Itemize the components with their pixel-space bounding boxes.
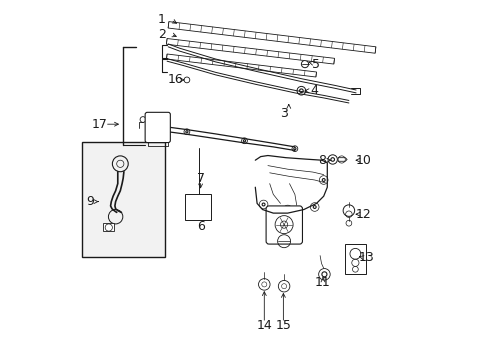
Text: 12: 12 <box>355 208 370 221</box>
Text: 9: 9 <box>86 195 94 208</box>
Circle shape <box>293 148 295 150</box>
Text: 11: 11 <box>314 276 330 289</box>
Circle shape <box>285 208 288 211</box>
Circle shape <box>313 206 316 208</box>
FancyBboxPatch shape <box>265 206 302 244</box>
Text: 1: 1 <box>158 13 165 26</box>
Polygon shape <box>166 54 316 77</box>
Text: 15: 15 <box>275 319 291 332</box>
Circle shape <box>330 158 334 161</box>
Text: 6: 6 <box>196 220 204 233</box>
Bar <box>344 244 366 274</box>
Text: 5: 5 <box>312 58 320 71</box>
Polygon shape <box>166 39 334 64</box>
FancyBboxPatch shape <box>145 112 170 143</box>
Circle shape <box>262 203 264 206</box>
Polygon shape <box>168 22 375 53</box>
Text: 3: 3 <box>280 107 287 120</box>
Circle shape <box>299 89 303 93</box>
Circle shape <box>185 131 187 133</box>
Bar <box>185 194 211 220</box>
Text: 13: 13 <box>358 251 373 264</box>
Circle shape <box>243 140 245 142</box>
Text: 2: 2 <box>158 28 165 41</box>
Text: 7: 7 <box>196 172 204 185</box>
Text: 17: 17 <box>92 118 107 131</box>
Bar <box>81 142 164 257</box>
Text: 16: 16 <box>167 73 183 86</box>
Text: 10: 10 <box>355 154 370 167</box>
Text: 8: 8 <box>317 154 325 167</box>
Circle shape <box>322 179 325 181</box>
Bar <box>103 223 114 231</box>
Circle shape <box>321 272 326 277</box>
Text: 4: 4 <box>310 84 318 97</box>
Circle shape <box>155 124 160 129</box>
Text: 14: 14 <box>256 319 272 332</box>
